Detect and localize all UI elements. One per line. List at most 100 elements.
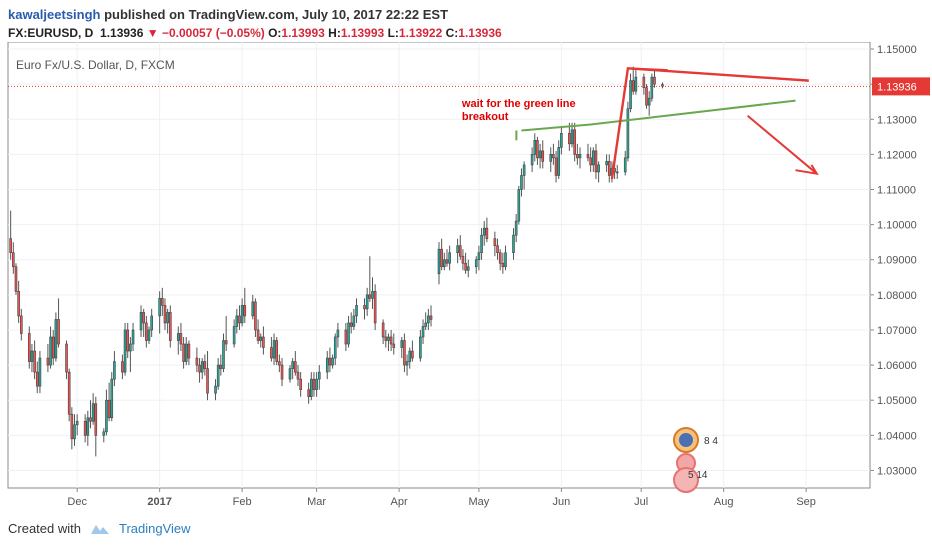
candle-body bbox=[344, 329, 348, 345]
candle-body bbox=[30, 350, 34, 362]
candle-body bbox=[222, 340, 225, 369]
candle-body bbox=[161, 298, 164, 306]
candle-body bbox=[448, 252, 451, 264]
last-price: 1.13936 bbox=[100, 26, 144, 40]
candle-body bbox=[254, 301, 257, 331]
candle-body bbox=[520, 175, 523, 190]
candle-body bbox=[368, 294, 372, 299]
y-tick-label: 1.04000 bbox=[877, 430, 917, 442]
candle-body bbox=[560, 133, 563, 148]
candle-body bbox=[629, 80, 632, 110]
candle-body bbox=[131, 329, 135, 345]
candle-body bbox=[522, 164, 526, 176]
candle-body bbox=[317, 371, 321, 380]
candle-body bbox=[200, 361, 204, 373]
created-with-label: Created with bbox=[8, 521, 81, 536]
candle-body bbox=[107, 399, 111, 419]
candle-body bbox=[166, 312, 169, 324]
candle-body bbox=[504, 252, 507, 268]
candle-body bbox=[517, 189, 521, 222]
candle-body bbox=[456, 245, 459, 254]
author-link[interactable]: kawaljeetsingh bbox=[8, 7, 101, 22]
candle-body bbox=[501, 262, 505, 268]
high-label: H: bbox=[328, 26, 341, 40]
price-chart[interactable]: 1.150001.140001.130001.120001.110001.100… bbox=[0, 42, 932, 514]
y-tick-label: 1.03000 bbox=[877, 465, 917, 477]
y-tick-label: 1.06000 bbox=[877, 360, 917, 372]
candle-body bbox=[20, 315, 23, 334]
x-tick-label: Jun bbox=[553, 496, 571, 508]
tradingview-logo-icon bbox=[90, 524, 109, 534]
candle-body bbox=[309, 378, 313, 397]
candle-body bbox=[336, 329, 340, 338]
candle-body bbox=[251, 301, 255, 317]
candle-body bbox=[387, 336, 390, 341]
open-value: 1.13993 bbox=[281, 26, 325, 40]
candle-body bbox=[184, 343, 188, 362]
candle-body bbox=[653, 76, 656, 85]
candle-body bbox=[224, 340, 228, 345]
candle-body bbox=[296, 371, 300, 380]
y-tick-label: 1.05000 bbox=[877, 395, 917, 407]
candle-body bbox=[411, 350, 414, 359]
candle-body bbox=[557, 147, 561, 176]
candle-body bbox=[214, 385, 217, 394]
candle-body bbox=[312, 378, 316, 390]
candle-body bbox=[458, 245, 462, 257]
candle-body bbox=[384, 336, 388, 341]
candle-body bbox=[642, 76, 646, 88]
event-count: 8 4 bbox=[704, 436, 718, 447]
candle-body bbox=[355, 305, 358, 317]
candle-body bbox=[623, 157, 627, 173]
candle-body bbox=[419, 336, 422, 359]
candle-body bbox=[592, 150, 595, 166]
candle-body bbox=[373, 291, 377, 324]
candle-body bbox=[12, 252, 15, 268]
candle-body bbox=[280, 364, 284, 380]
red-arrow-shaft bbox=[746, 114, 818, 175]
x-tick-label: Aug bbox=[714, 496, 734, 508]
candle-body bbox=[187, 343, 191, 359]
candle-body bbox=[288, 368, 292, 380]
candle-body bbox=[389, 336, 393, 345]
candle-body bbox=[219, 364, 223, 369]
x-tick-label: May bbox=[469, 496, 490, 508]
candle-body bbox=[54, 319, 58, 359]
annotation-text: wait for the green line bbox=[461, 98, 576, 110]
x-tick-label: Apr bbox=[391, 496, 408, 508]
eu-flag-icon bbox=[679, 433, 693, 447]
candle-body bbox=[14, 266, 18, 292]
candle-body bbox=[333, 336, 337, 359]
candle-body bbox=[530, 154, 534, 166]
candle-body bbox=[238, 315, 241, 324]
candle-body bbox=[121, 361, 124, 373]
candle-body bbox=[498, 252, 502, 264]
candle-body bbox=[371, 291, 374, 299]
candle-body bbox=[615, 171, 619, 174]
candle-body bbox=[176, 333, 180, 341]
candle-body bbox=[496, 245, 499, 254]
candle-body bbox=[123, 329, 127, 373]
x-tick-label: 2017 bbox=[147, 496, 171, 508]
candle-body bbox=[381, 322, 385, 338]
candle-body bbox=[429, 315, 433, 320]
annotation-text: breakout bbox=[462, 111, 509, 123]
candle-body bbox=[51, 336, 55, 359]
candle-body bbox=[485, 227, 489, 239]
candle-body bbox=[589, 157, 592, 166]
candle-body bbox=[195, 357, 199, 366]
candle-body bbox=[315, 378, 318, 390]
footer: Created with TradingView bbox=[8, 521, 191, 536]
candle-body bbox=[94, 403, 98, 436]
candle-body bbox=[86, 417, 90, 436]
candle-body bbox=[647, 97, 651, 106]
candle-body bbox=[578, 154, 582, 159]
candle-body bbox=[400, 340, 404, 348]
symbol-label[interactable]: FX:EURUSD, D bbox=[8, 26, 94, 40]
candle-body bbox=[105, 399, 108, 433]
candle-body bbox=[461, 255, 465, 264]
candle-body bbox=[443, 259, 446, 268]
candle-body bbox=[514, 220, 518, 236]
tradingview-brand[interactable]: TradingView bbox=[118, 521, 191, 536]
candle-body bbox=[145, 322, 148, 341]
